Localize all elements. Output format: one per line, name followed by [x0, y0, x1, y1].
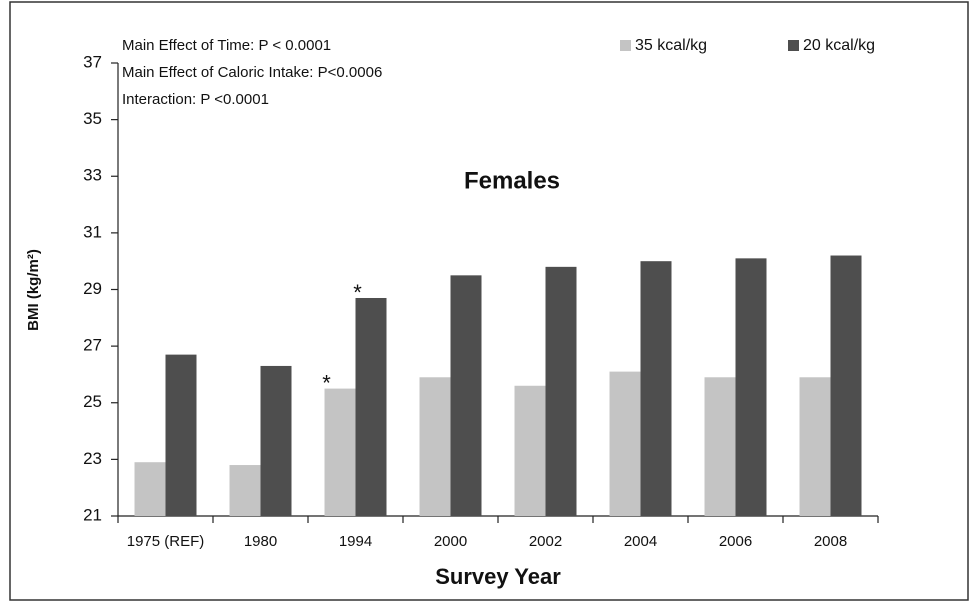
bar: [799, 377, 831, 516]
y-tick-label: 23: [83, 449, 102, 468]
x-tick-label: 1980: [244, 533, 277, 550]
bar: [260, 365, 292, 516]
bar: [134, 462, 166, 516]
y-tick-label: 37: [83, 52, 102, 71]
bar: [609, 371, 641, 516]
bar: [735, 258, 767, 516]
y-tick-label: 35: [83, 109, 102, 128]
chart-title: Females: [464, 167, 560, 194]
y-tick-label: 29: [83, 279, 102, 298]
y-tick-label: 31: [83, 222, 102, 241]
x-tick-label: 2006: [719, 533, 752, 550]
significance-marker: *: [322, 370, 331, 395]
y-tick-label: 25: [83, 392, 102, 411]
x-tick-label: 2000: [434, 533, 467, 550]
bar: [704, 377, 736, 516]
bar: [324, 388, 356, 516]
x-tick-label: 2002: [529, 533, 562, 550]
x-tick-label: 1994: [339, 533, 372, 550]
x-tick-label: 1975 (REF): [127, 533, 205, 550]
bar: [229, 465, 261, 516]
bar: [830, 255, 862, 516]
bar: [355, 297, 387, 516]
legend-label: 35 kcal/kg: [635, 37, 707, 54]
legend-swatch: [620, 40, 631, 51]
annotation: Interaction: P <0.0001: [122, 91, 269, 108]
x-tick-label: 2004: [624, 533, 657, 550]
y-axis-label: BMI (kg/m²): [25, 249, 42, 331]
y-tick-label: 27: [83, 336, 102, 355]
y-tick-label: 21: [83, 505, 102, 524]
bar: [165, 354, 197, 516]
annotation: Main Effect of Caloric Intake: P<0.0006: [122, 64, 382, 81]
legend-label: 20 kcal/kg: [803, 37, 875, 54]
y-tick-label: 33: [83, 166, 102, 185]
x-tick-label: 2008: [814, 533, 847, 550]
legend-swatch: [788, 40, 799, 51]
bar: [514, 385, 546, 516]
x-axis-label: Survey Year: [435, 564, 561, 589]
annotation: Main Effect of Time: P < 0.0001: [122, 37, 331, 54]
significance-marker: *: [353, 280, 362, 305]
bar: [640, 261, 672, 516]
bar: [419, 377, 451, 516]
frame: [9, 1, 969, 601]
bar: [450, 275, 482, 516]
bar: [545, 266, 577, 516]
